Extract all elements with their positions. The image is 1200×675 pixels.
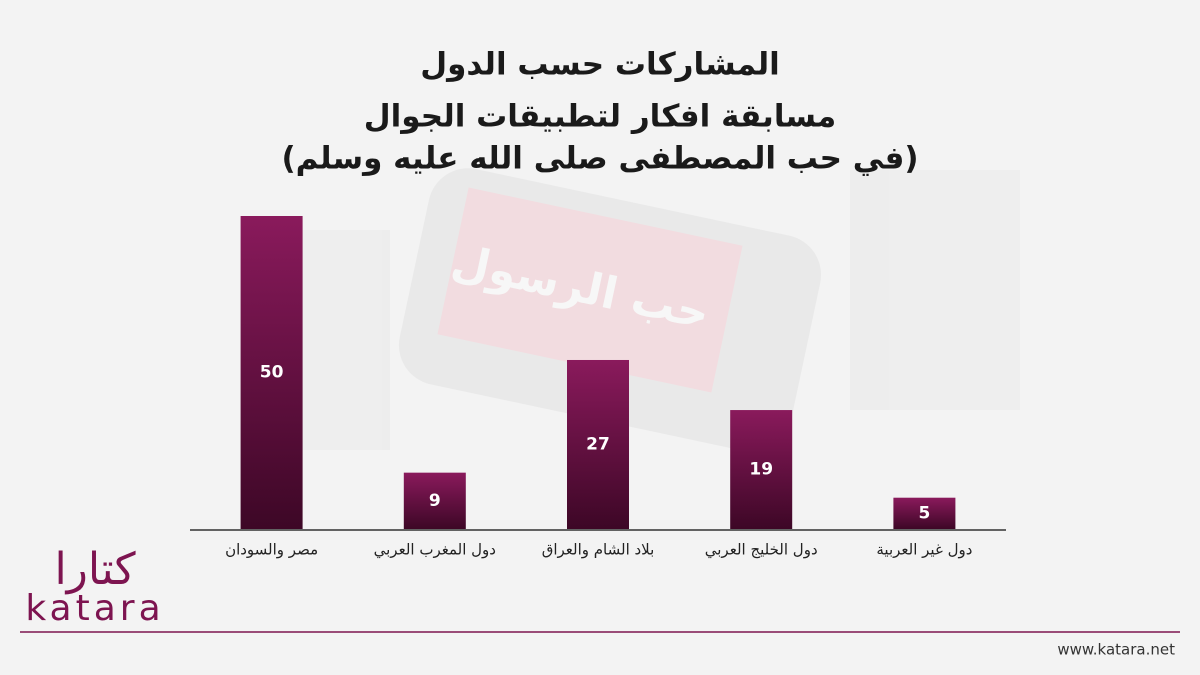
- logo: katara: [25, 588, 164, 629]
- bar: [893, 497, 956, 529]
- bar: [240, 216, 303, 529]
- bar: [730, 410, 793, 529]
- logo-arabic: كتارا: [54, 544, 135, 595]
- value-label: 5: [918, 503, 930, 523]
- chart-subtitle: (في حب المصطفى صلى الله عليه وسلم): [281, 141, 918, 177]
- x-tick-label: دول المغرب العربي: [374, 541, 496, 560]
- value-label: 9: [429, 491, 441, 511]
- x-tick-label: دول غير العربية: [876, 541, 972, 559]
- x-tick-label: بلاد الشام والعراق: [542, 541, 655, 559]
- chart-title: المشاركات حسب الدول: [420, 47, 780, 83]
- value-label: 27: [586, 434, 610, 454]
- background-art: حب الرسول: [250, 168, 1020, 452]
- x-tick-label: دول الخليج العربي: [705, 541, 818, 560]
- chart-subtitle: مسابقة افكار لتطبيقات الجوال: [364, 99, 836, 135]
- value-label: 19: [749, 460, 773, 480]
- url: www.katara.net: [1057, 641, 1175, 659]
- bar: [567, 359, 629, 529]
- x-tick-label: مصر والسودان: [225, 541, 318, 559]
- value-label: 50: [260, 363, 284, 383]
- bar: [403, 472, 466, 529]
